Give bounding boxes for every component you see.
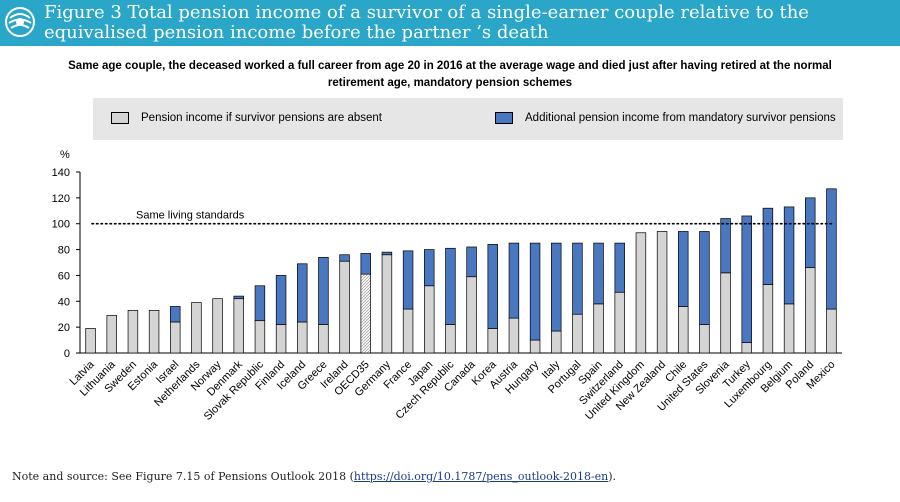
bar-additional-finland (275, 275, 287, 325)
chart-subtitle: Same age couple, the deceased worked a f… (20, 58, 880, 92)
bar-absent-norway (212, 298, 223, 354)
bar-additional-austria (508, 242, 520, 319)
bar-additional-germany (381, 251, 393, 256)
figure-title-line-2: equivalised pension income before the pa… (44, 22, 549, 43)
figure-title-line-1: Figure 3 Total pension income of a survi… (44, 2, 809, 23)
bar-absent-netherlands (191, 302, 202, 354)
y-tick-label: 0 (64, 348, 70, 360)
bar-additional-luxembourg (762, 207, 774, 285)
bar-additional-switzerland (614, 242, 625, 293)
bar-absent-hungary (529, 339, 541, 354)
footnote: Note and source: See Figure 7.15 of Pens… (12, 470, 616, 483)
bar-absent-chile (678, 306, 689, 354)
subtitle-line-1: Same age couple, the deceased worked a f… (68, 60, 832, 72)
bar-absent-luxembourg (762, 284, 774, 354)
bar-absent-new-zealand (656, 231, 668, 354)
bar-absent-portugal (572, 313, 583, 354)
bar-additional-belgium (783, 206, 795, 305)
bar-absent-greece (318, 324, 329, 354)
legend-label-absent: Pension income if survivor pensions are … (141, 112, 382, 124)
legend-swatch-absent (111, 112, 129, 124)
title-banner: Figure 3 Total pension income of a survi… (0, 0, 900, 46)
footnote-suffix: ). (608, 470, 617, 483)
bar-additional-hungary (529, 242, 541, 341)
bar-absent-japan (424, 285, 435, 354)
bar-additional-poland (805, 197, 816, 269)
bar-absent-finland (275, 324, 287, 354)
y-tick-label: 40 (58, 296, 70, 308)
bar-absent-poland (805, 267, 816, 354)
footnote-prefix: Note and source: See Figure 7.15 of Pens… (12, 470, 354, 483)
bar-additional-canada (466, 246, 477, 278)
bar-additional-slovak-republic (254, 285, 266, 322)
bars (85, 188, 837, 354)
y-tick-label: 60 (58, 270, 70, 282)
bar-absent-italy (551, 330, 562, 354)
bar-additional-japan (424, 249, 435, 287)
bar-additional-portugal (572, 242, 583, 315)
bar-additional-slovenia (720, 218, 731, 274)
chart-legend: Pension income if survivor pensions are … (93, 98, 843, 140)
bar-absent-slovenia (720, 272, 731, 354)
bar-additional-italy (551, 242, 562, 332)
bar-additional-chile (678, 231, 689, 307)
y-axis: 0 20 40 60 80 100 120 140 (52, 167, 842, 360)
bar-additional-oecd35 (360, 253, 371, 275)
bar-additional-czech-republic (445, 247, 456, 325)
bar-absent-denmark (233, 298, 244, 354)
reference-line-label: Same living standards (136, 210, 245, 222)
y-tick-label: 100 (52, 219, 70, 231)
y-tick-label: 140 (52, 167, 70, 179)
reference-line-group: Same living standards (91, 210, 835, 225)
bar-absent-israel (170, 321, 181, 354)
bar-additional-korea (487, 244, 498, 329)
bar-absent-korea (487, 328, 498, 354)
legend-item-absent: Pension income if survivor pensions are … (111, 112, 382, 124)
bar-additional-denmark (233, 295, 244, 300)
bar-absent-turkey (741, 342, 752, 354)
bar-absent-belgium (783, 303, 795, 354)
bar-additional-mexico (826, 188, 837, 310)
legend-swatch-additional (495, 112, 513, 124)
bar-additional-united-states (699, 231, 710, 325)
bar-absent-austria (508, 317, 520, 354)
bar-absent-mexico (826, 308, 837, 354)
oecd-logo-icon (5, 7, 35, 37)
bar-additional-greece (318, 256, 329, 325)
bar-absent-latvia (85, 328, 96, 354)
subtitle-line-2: retirement age, mandatory pension scheme… (327, 77, 573, 89)
doi-link[interactable]: https://doi.org/10.1787/pens_outlook-201… (353, 470, 609, 483)
bar-absent-slovak-republic (254, 320, 266, 354)
bar-absent-sweden (127, 309, 139, 354)
bar-absent-germany (381, 254, 393, 354)
bar-additional-ireland (339, 254, 350, 262)
bar-absent-france (402, 308, 414, 354)
bar-additional-turkey (741, 215, 752, 344)
bar-absent-united-kingdom (635, 232, 647, 354)
y-tick-label: 80 (58, 245, 70, 257)
bar-absent-estonia (148, 309, 160, 354)
bar-absent-lithuania (106, 315, 117, 354)
bar-additional-france (402, 250, 414, 310)
legend-label-additional: Additional pension income from mandatory… (525, 112, 836, 124)
bar-absent-iceland (297, 321, 308, 354)
bar-additional-spain (593, 242, 604, 305)
x-axis-labels: LatviaLithuaniaSwedenEstoniaIsraelNether… (67, 358, 837, 423)
y-tick-label: 120 (52, 193, 70, 205)
bar-absent-czech-republic (445, 324, 456, 354)
y-axis-unit-label: % (60, 149, 70, 161)
bar-absent-united-states (699, 324, 710, 354)
bar-absent-canada (466, 276, 477, 354)
bar-additional-israel (170, 306, 181, 323)
bar-chart: % 0 20 40 60 80 100 120 140 LatviaLithuaniaSwed… (52, 149, 842, 423)
legend-item-additional: Additional pension income from mandatory… (495, 112, 836, 124)
bar-absent-switzerland (614, 291, 625, 354)
bar-absent-ireland (339, 260, 350, 354)
y-tick-label: 20 (58, 322, 70, 334)
bar-absent-spain (593, 303, 604, 354)
bar-additional-iceland (297, 263, 308, 323)
figure-title: Figure 3 Total pension income of a survi… (44, 3, 894, 43)
bar-absent-oecd35 (360, 273, 371, 354)
